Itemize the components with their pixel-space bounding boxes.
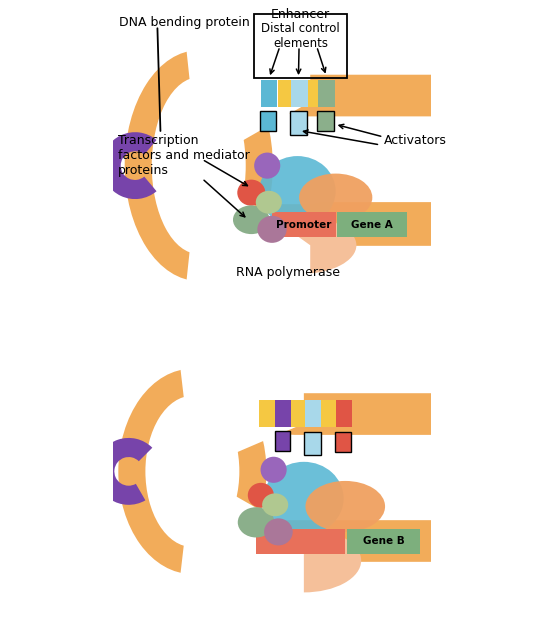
Ellipse shape <box>264 462 344 535</box>
Ellipse shape <box>125 50 273 281</box>
Ellipse shape <box>261 457 287 483</box>
Polygon shape <box>183 16 310 166</box>
FancyBboxPatch shape <box>290 111 307 135</box>
Polygon shape <box>176 334 304 471</box>
Ellipse shape <box>233 205 270 234</box>
Bar <box>318 80 335 106</box>
Bar <box>291 80 308 106</box>
Ellipse shape <box>262 493 288 516</box>
Ellipse shape <box>238 507 274 538</box>
Ellipse shape <box>305 481 385 532</box>
Text: Transcription
factors and mediator
proteins: Transcription factors and mediator prote… <box>118 134 249 177</box>
Ellipse shape <box>248 483 274 508</box>
Ellipse shape <box>257 216 287 243</box>
Bar <box>275 400 291 427</box>
Bar <box>278 80 291 106</box>
FancyBboxPatch shape <box>305 432 321 455</box>
Text: RNA polymerase: RNA polymerase <box>236 266 340 279</box>
Bar <box>261 80 277 106</box>
FancyBboxPatch shape <box>335 432 351 452</box>
Ellipse shape <box>145 396 239 547</box>
Ellipse shape <box>259 156 336 226</box>
Ellipse shape <box>256 190 282 213</box>
FancyBboxPatch shape <box>317 111 334 131</box>
Bar <box>336 400 351 427</box>
Ellipse shape <box>245 217 356 274</box>
Ellipse shape <box>299 173 372 222</box>
Ellipse shape <box>264 519 293 545</box>
Text: Enhancer: Enhancer <box>271 8 330 21</box>
Wedge shape <box>95 438 152 505</box>
Bar <box>272 211 336 237</box>
Bar <box>305 400 322 427</box>
Bar <box>256 529 345 554</box>
Ellipse shape <box>254 152 280 178</box>
Bar <box>255 14 347 78</box>
Wedge shape <box>102 132 157 199</box>
Polygon shape <box>176 471 304 608</box>
Bar <box>259 400 275 427</box>
Bar <box>337 211 407 237</box>
Ellipse shape <box>246 529 361 592</box>
Text: Activators: Activators <box>384 134 446 147</box>
Bar <box>322 400 336 427</box>
Polygon shape <box>183 166 310 315</box>
Text: Gene A: Gene A <box>351 220 393 229</box>
Text: Gene B: Gene B <box>363 536 404 547</box>
Ellipse shape <box>152 77 246 254</box>
Text: DNA bending protein: DNA bending protein <box>119 16 250 29</box>
FancyBboxPatch shape <box>275 431 290 451</box>
FancyBboxPatch shape <box>260 111 276 131</box>
Bar <box>347 529 420 554</box>
Text: Distal control
elements: Distal control elements <box>261 22 340 50</box>
Ellipse shape <box>237 180 265 206</box>
Bar <box>305 80 318 106</box>
Ellipse shape <box>119 369 267 574</box>
Text: Promoter: Promoter <box>276 220 331 229</box>
Bar <box>291 400 305 427</box>
